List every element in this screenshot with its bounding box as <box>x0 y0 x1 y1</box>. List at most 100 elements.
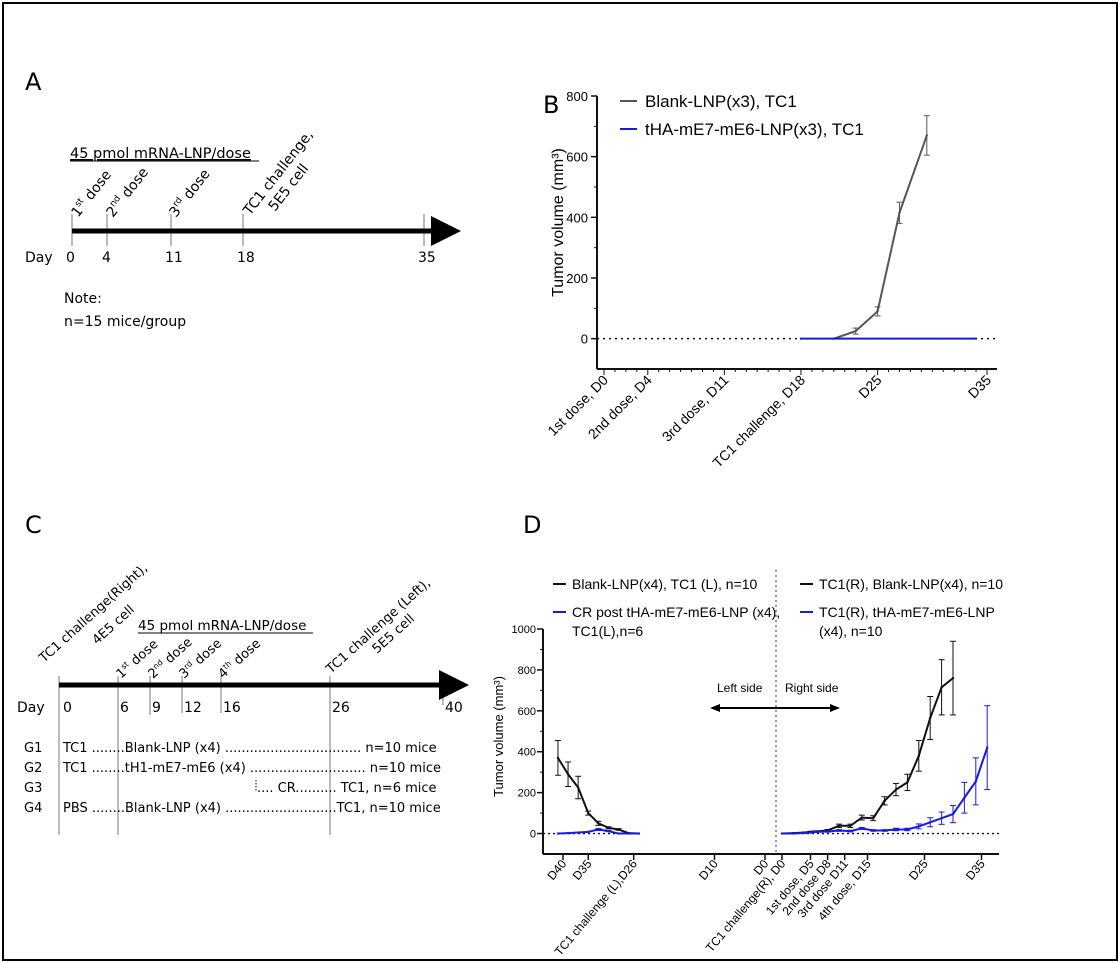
group-id: G4 <box>24 801 42 816</box>
day-label: Day <box>25 250 53 266</box>
legend-label: Blank-LNP(x3), TC1 <box>645 92 797 111</box>
data-point <box>929 716 932 720</box>
data-point <box>792 832 795 835</box>
data-point <box>929 821 932 824</box>
data-point <box>809 831 812 834</box>
data-point <box>799 337 803 340</box>
y-tick-label: 200 <box>518 788 536 800</box>
y-tick-label: 400 <box>566 210 588 225</box>
data-point <box>940 686 943 689</box>
data-point <box>906 781 909 784</box>
group-id: G1 <box>24 741 42 756</box>
day-labels: Day 0 6 9 12 16 26 40 <box>17 700 463 716</box>
data-point <box>951 812 955 816</box>
group-id: G2 <box>24 761 42 776</box>
data-point <box>974 337 978 340</box>
data-point <box>872 829 875 832</box>
data-point <box>951 676 955 680</box>
group-text: TC1 ........Blank-LNP (x4) .............… <box>62 741 437 756</box>
group-table: G1 TC1 ........Blank-LNP (x4) ..........… <box>24 741 441 816</box>
data-point <box>815 830 818 834</box>
legend-label: TC1(R), tHA-mE7-mE6-LNP (x4), n=10 <box>819 604 995 639</box>
day-tick: 11 <box>165 250 183 266</box>
data-point <box>883 799 886 803</box>
note-text: n=15 mice/group <box>64 314 186 330</box>
data-point <box>876 310 879 313</box>
day-tick: 26 <box>332 700 350 716</box>
data-point <box>576 831 580 834</box>
data-point <box>917 754 920 758</box>
data-point <box>849 824 852 827</box>
side-annotation: Left side Right side <box>710 570 840 854</box>
day-tick: 40 <box>445 700 463 716</box>
legend-label-line: TC1(R), tHA-mE7-mE6-LNP <box>819 604 995 620</box>
legend-label-line: Blank-LNP(x4), TC1 (L), n=10 <box>572 576 758 592</box>
data-point <box>597 828 600 831</box>
panel-letter: A <box>25 68 42 96</box>
right-side-label: Right side <box>785 681 839 695</box>
data-point <box>607 826 610 830</box>
data-point <box>627 832 630 835</box>
data-point <box>925 134 929 137</box>
data-point <box>872 817 875 820</box>
y-tick-label: 400 <box>518 747 536 759</box>
data-point <box>849 829 852 833</box>
data-point <box>637 832 640 835</box>
data-point <box>607 829 610 833</box>
day-tick: 4 <box>102 250 111 266</box>
group-text: PBS ........Blank-LNP (x4) .............… <box>63 801 441 816</box>
note-title: Note: <box>64 291 102 307</box>
data-point <box>587 830 590 834</box>
data-point <box>940 817 943 820</box>
data-point <box>780 832 784 835</box>
data-point <box>917 825 920 828</box>
day-tick: 0 <box>63 700 72 716</box>
panel-letter: C <box>25 511 42 539</box>
legend-label: tHA-mE7-mE6-LNP(x3), TC1 <box>645 120 864 139</box>
dose-header: 45 pmol mRNA-LNP/dose <box>138 618 306 634</box>
data-point <box>566 831 570 835</box>
data-point <box>963 796 966 799</box>
data-point <box>837 829 841 832</box>
y-tick-label: 0 <box>581 332 588 347</box>
data-point <box>883 829 886 832</box>
data-point <box>826 830 829 833</box>
day-label: Day <box>17 700 45 716</box>
dose-header: 45 pmol mRNA-LNP/dose <box>70 146 251 162</box>
y-tick-label: 0 <box>530 829 536 841</box>
legend-label-line: TC1(L),n=6 <box>572 623 643 639</box>
day-tick: 16 <box>223 700 241 716</box>
data-point <box>587 811 590 815</box>
data-point <box>894 828 898 831</box>
data-point <box>906 828 909 831</box>
day-labels: Day 0 4 11 18 35 <box>25 250 436 266</box>
y-tick-label: 800 <box>518 665 536 677</box>
left-side-label: Left side <box>717 681 763 695</box>
legend-label: TC1(R), Blank-LNP(x4), n=10 <box>819 576 1003 592</box>
day-tick: 9 <box>152 700 161 716</box>
group-text: TC1 ........tH1-mE7-mE6 (x4) ...........… <box>62 761 441 776</box>
y-axis-label: Tumor volume (mm³) <box>491 676 506 797</box>
data-point <box>556 832 560 835</box>
day-tick: 6 <box>120 700 129 716</box>
data-point <box>576 786 580 789</box>
data-point <box>556 756 560 760</box>
panel-letter: B <box>543 91 559 119</box>
group-text: .... CR.......... TC1, n=6 mice <box>257 781 437 796</box>
data-point <box>597 822 600 825</box>
legend-label: CR post tHA-mE7-mE6-LNP (x4), TC1(L),n=6 <box>572 604 780 639</box>
y-tick-label: 200 <box>566 271 588 286</box>
y-tick-label: 1000 <box>512 624 536 636</box>
day-tick: 0 <box>66 250 75 266</box>
data-point <box>898 211 901 214</box>
group-id: G3 <box>24 781 42 796</box>
y-tick-label: 800 <box>566 89 588 104</box>
legend-label-line: (x4), n=10 <box>819 623 883 639</box>
data-point <box>803 831 806 835</box>
legend-label: Blank-LNP(x4), TC1 (L), n=10 <box>572 576 758 592</box>
data-point <box>974 780 977 783</box>
legend-label-line: CR post tHA-mE7-mE6-LNP (x4), <box>572 604 780 620</box>
data-point <box>617 828 620 831</box>
